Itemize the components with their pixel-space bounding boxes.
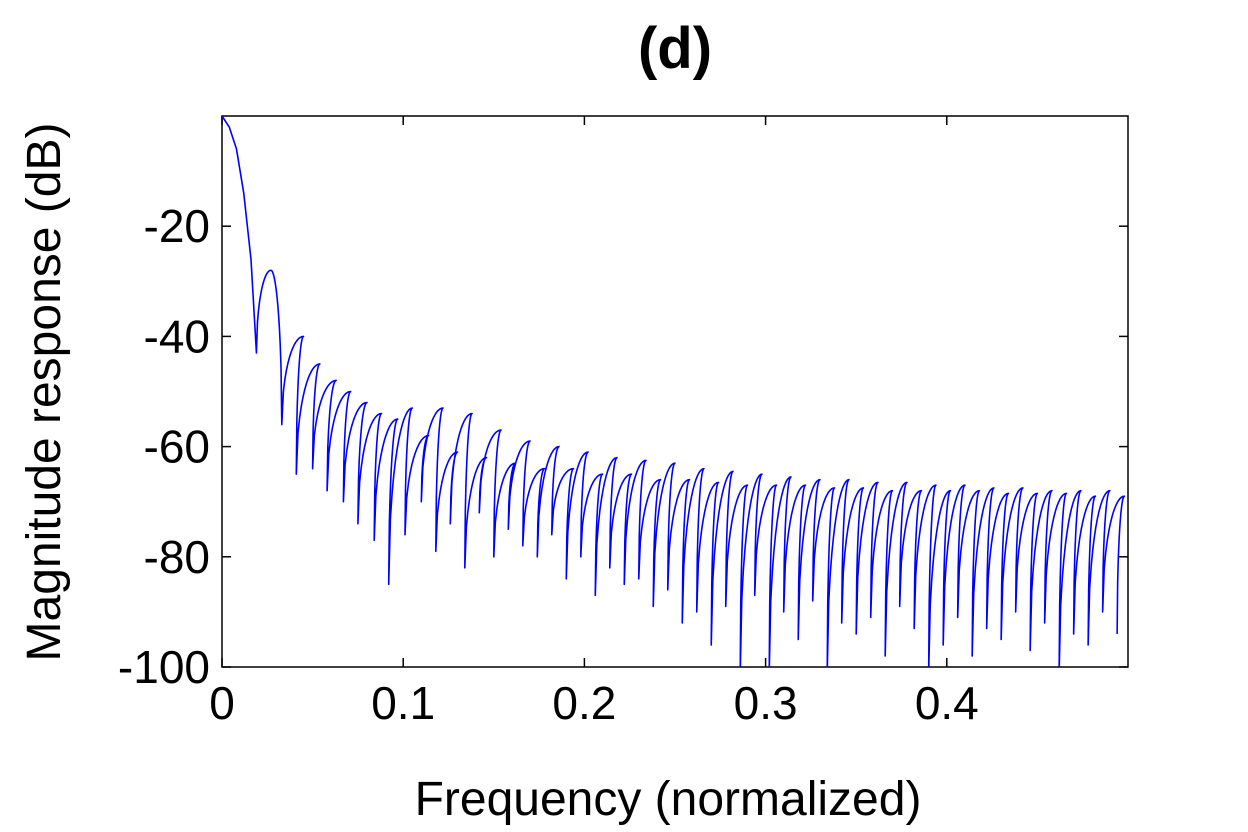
y-tick-label: -20 bbox=[144, 200, 210, 252]
y-axis-ticks: -20 -40 -60 -80 -100 bbox=[118, 200, 1128, 693]
y-tick-label: -60 bbox=[144, 421, 210, 473]
plot-box bbox=[221, 115, 1129, 668]
x-tick-label: 0 bbox=[209, 677, 235, 729]
x-tick-label: 0.3 bbox=[734, 677, 798, 729]
plot-area: 0 0.1 0.2 0.3 0.4 -20 -40 -60 -80 -100 bbox=[118, 115, 1129, 729]
x-tick-label: 0.1 bbox=[371, 677, 435, 729]
x-tick-label: 0.4 bbox=[915, 677, 979, 729]
y-axis-label: Magnitude response (dB) bbox=[18, 123, 71, 662]
y-tick-label: -40 bbox=[144, 310, 210, 362]
x-axis-label: Frequency (normalized) bbox=[415, 773, 922, 826]
y-tick-label: -100 bbox=[118, 641, 210, 693]
x-axis-ticks: 0 0.1 0.2 0.3 0.4 bbox=[209, 116, 979, 729]
x-tick-label: 0.2 bbox=[552, 677, 616, 729]
chart-title: (d) bbox=[638, 16, 712, 81]
y-tick-label: -80 bbox=[144, 531, 210, 583]
series-line-magnitude-response bbox=[222, 116, 1126, 667]
